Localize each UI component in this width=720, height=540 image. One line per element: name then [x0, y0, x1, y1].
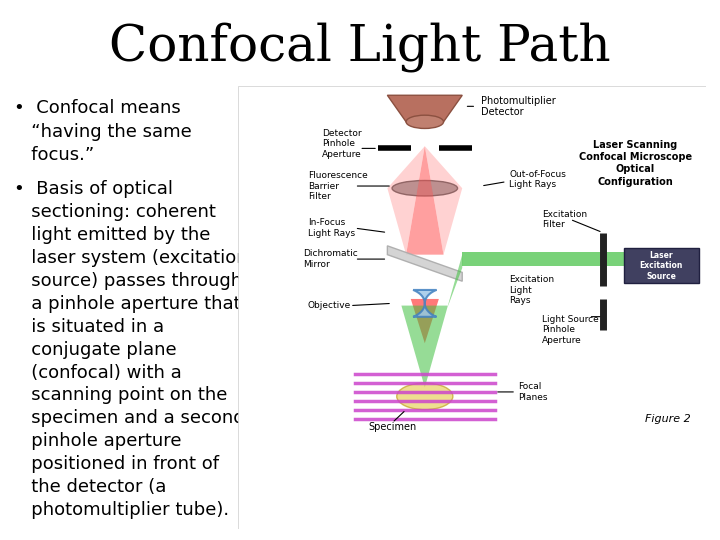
Polygon shape	[387, 146, 425, 255]
Text: •  Basis of optical
   sectioning: coherent
   light emitted by the
   laser sys: • Basis of optical sectioning: coherent …	[14, 180, 248, 519]
FancyBboxPatch shape	[238, 86, 706, 529]
Text: Specimen: Specimen	[368, 422, 416, 433]
Text: Excitation
Filter: Excitation Filter	[542, 210, 587, 229]
Text: Out-of-Focus
Light Rays: Out-of-Focus Light Rays	[509, 170, 566, 189]
Ellipse shape	[406, 115, 444, 129]
Text: Photomultiplier
Detector: Photomultiplier Detector	[481, 96, 556, 117]
Text: Figure 2: Figure 2	[645, 414, 691, 423]
Text: Focal
Planes: Focal Planes	[518, 382, 548, 402]
Text: Excitation
Light
Rays: Excitation Light Rays	[509, 275, 554, 305]
Polygon shape	[406, 146, 444, 255]
Text: Objective: Objective	[308, 301, 351, 310]
Text: In-Focus
Light Rays: In-Focus Light Rays	[308, 218, 355, 238]
FancyBboxPatch shape	[624, 248, 698, 284]
Polygon shape	[413, 290, 436, 317]
Text: Laser
Excitation
Source: Laser Excitation Source	[639, 251, 683, 281]
Text: Laser Scanning
Confocal Microscope
Optical
Configuration: Laser Scanning Confocal Microscope Optic…	[579, 139, 692, 187]
Text: Light Source
Pinhole
Aperture: Light Source Pinhole Aperture	[542, 315, 598, 345]
Text: Confocal Light Path: Confocal Light Path	[109, 23, 611, 72]
Text: Dichromatic
Mirror: Dichromatic Mirror	[303, 249, 358, 269]
Polygon shape	[387, 246, 462, 281]
Polygon shape	[425, 146, 462, 255]
Ellipse shape	[392, 180, 458, 196]
Text: Fluorescence
Barrier
Filter: Fluorescence Barrier Filter	[308, 171, 367, 201]
Polygon shape	[411, 299, 439, 343]
Ellipse shape	[397, 383, 453, 410]
Polygon shape	[387, 95, 462, 122]
Polygon shape	[462, 252, 636, 266]
Polygon shape	[402, 255, 462, 388]
Text: •  Confocal means
   “having the same
   focus.”: • Confocal means “having the same focus.…	[14, 99, 192, 164]
Text: Detector
Pinhole
Aperture: Detector Pinhole Aperture	[322, 129, 361, 159]
